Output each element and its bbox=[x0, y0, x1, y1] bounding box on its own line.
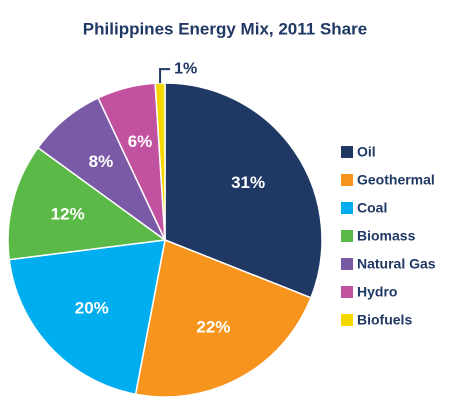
legend-label: Geothermal bbox=[357, 172, 435, 188]
legend-swatch bbox=[341, 230, 353, 242]
pie-slice bbox=[7, 146, 167, 261]
legend-swatch bbox=[341, 202, 353, 214]
data-label: 8% bbox=[89, 152, 114, 171]
pie-slice bbox=[134, 238, 312, 398]
legend-swatch bbox=[341, 314, 353, 326]
pie-slice bbox=[164, 82, 323, 299]
legend-label: Biomass bbox=[357, 228, 416, 244]
legend-label: Coal bbox=[357, 200, 387, 216]
legend-swatch bbox=[341, 258, 353, 270]
leader-line bbox=[159, 68, 171, 84]
data-label: 20% bbox=[75, 298, 109, 317]
legend-swatch bbox=[341, 174, 353, 186]
legend-swatch bbox=[341, 286, 353, 298]
data-label: 1% bbox=[174, 60, 197, 77]
data-label: 12% bbox=[51, 204, 85, 223]
chart-title: Philippines Energy Mix, 2011 Share bbox=[83, 19, 367, 38]
legend-label: Oil bbox=[357, 144, 376, 160]
legend-label: Natural Gas bbox=[357, 256, 436, 272]
legend-label: Biofuels bbox=[357, 312, 412, 328]
data-label: 31% bbox=[231, 173, 265, 192]
pie-slice bbox=[8, 239, 166, 396]
data-label: 22% bbox=[196, 318, 230, 337]
legend-label: Hydro bbox=[357, 284, 397, 300]
data-label: 6% bbox=[128, 132, 153, 151]
legend-swatch bbox=[341, 146, 353, 158]
